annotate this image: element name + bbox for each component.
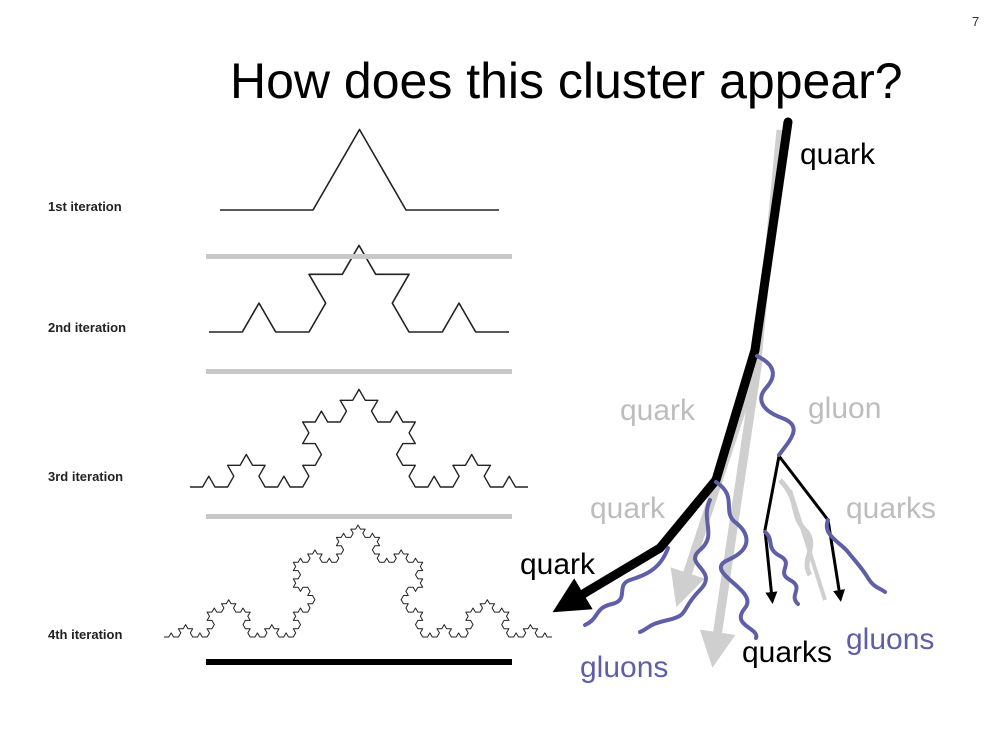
separator-bar-4 [206, 659, 512, 665]
iteration-label-3: 3rd iteration [48, 469, 124, 484]
iteration-label-1: 1st iteration [48, 199, 122, 214]
label-gluon: gluon [808, 392, 882, 425]
slide-title: How does this cluster appear? [230, 53, 903, 109]
label-gluons-left: gluons [580, 651, 669, 684]
page-number: 7 [972, 14, 980, 29]
separator-bar-3 [206, 514, 512, 519]
label-quarks-black: quarks [742, 636, 833, 669]
koch-curves [164, 128, 552, 638]
label-quarks-grey: quarks [846, 492, 937, 525]
label-gluons-right: gluons [846, 623, 935, 656]
label-quark-black: quark [520, 548, 596, 581]
separator-bar-1 [206, 254, 512, 259]
quark-lines [552, 117, 845, 613]
iteration-label-4: 4th iteration [48, 627, 123, 642]
koch-curve-1 [220, 128, 499, 211]
koch-curve-2 [209, 244, 509, 333]
label-quark-grey-1: quark [620, 394, 696, 427]
gluon-lines [583, 354, 887, 640]
label-quark-grey-2: quark [590, 492, 666, 525]
koch-curve-3 [190, 388, 528, 488]
iteration-label-2: 2nd iteration [48, 320, 127, 335]
separator-bar-2 [206, 369, 512, 374]
label-quark-top: quark [800, 138, 876, 171]
koch-curve-4 [164, 524, 552, 638]
